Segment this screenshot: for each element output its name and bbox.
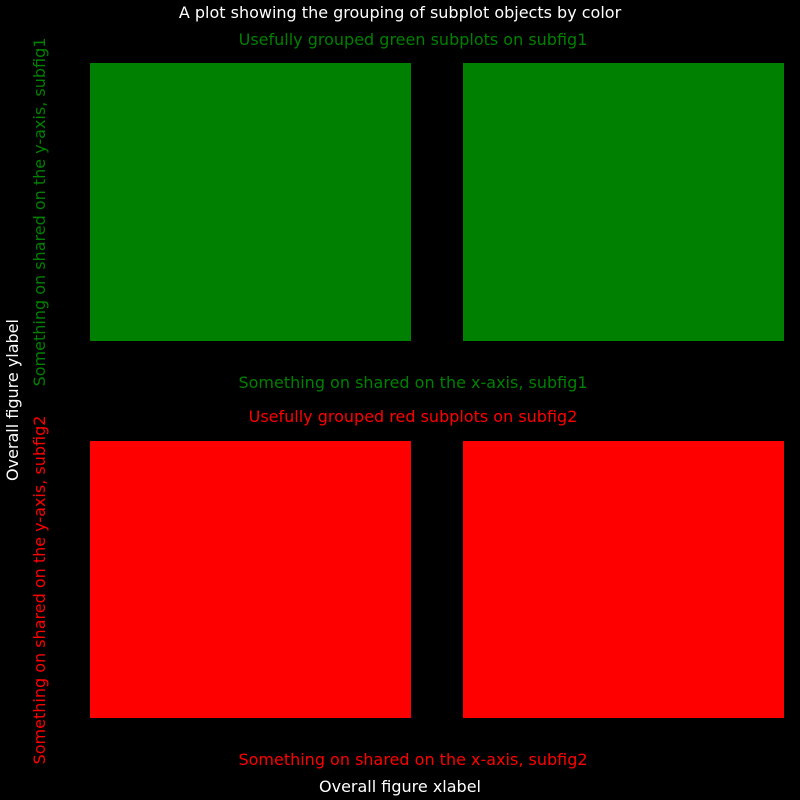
subfig2-panels bbox=[90, 441, 784, 718]
subfig1-ylabel: Something on shared on the y-axis, subfi… bbox=[30, 38, 49, 387]
subfig2-panel-1 bbox=[90, 441, 411, 718]
figure-ylabel: Overall figure ylabel bbox=[3, 319, 22, 481]
subfig1-title: Usefully grouped green subplots on subfi… bbox=[239, 30, 588, 49]
subfig2-panel-2 bbox=[463, 441, 784, 718]
figure-title: A plot showing the grouping of subplot o… bbox=[179, 3, 622, 22]
subfig2-ylabel: Something on shared on the y-axis, subfi… bbox=[30, 416, 49, 765]
subfig1-panel-1 bbox=[90, 63, 411, 341]
subfig1-panel-2 bbox=[463, 63, 784, 341]
subfig1-xlabel: Something on shared on the x-axis, subfi… bbox=[238, 373, 587, 392]
subfig2-title: Usefully grouped red subplots on subfig2 bbox=[249, 407, 578, 426]
subfig2-xlabel: Something on shared on the x-axis, subfi… bbox=[238, 750, 587, 769]
subfig1-panels bbox=[90, 63, 784, 341]
figure-xlabel: Overall figure xlabel bbox=[319, 777, 481, 796]
